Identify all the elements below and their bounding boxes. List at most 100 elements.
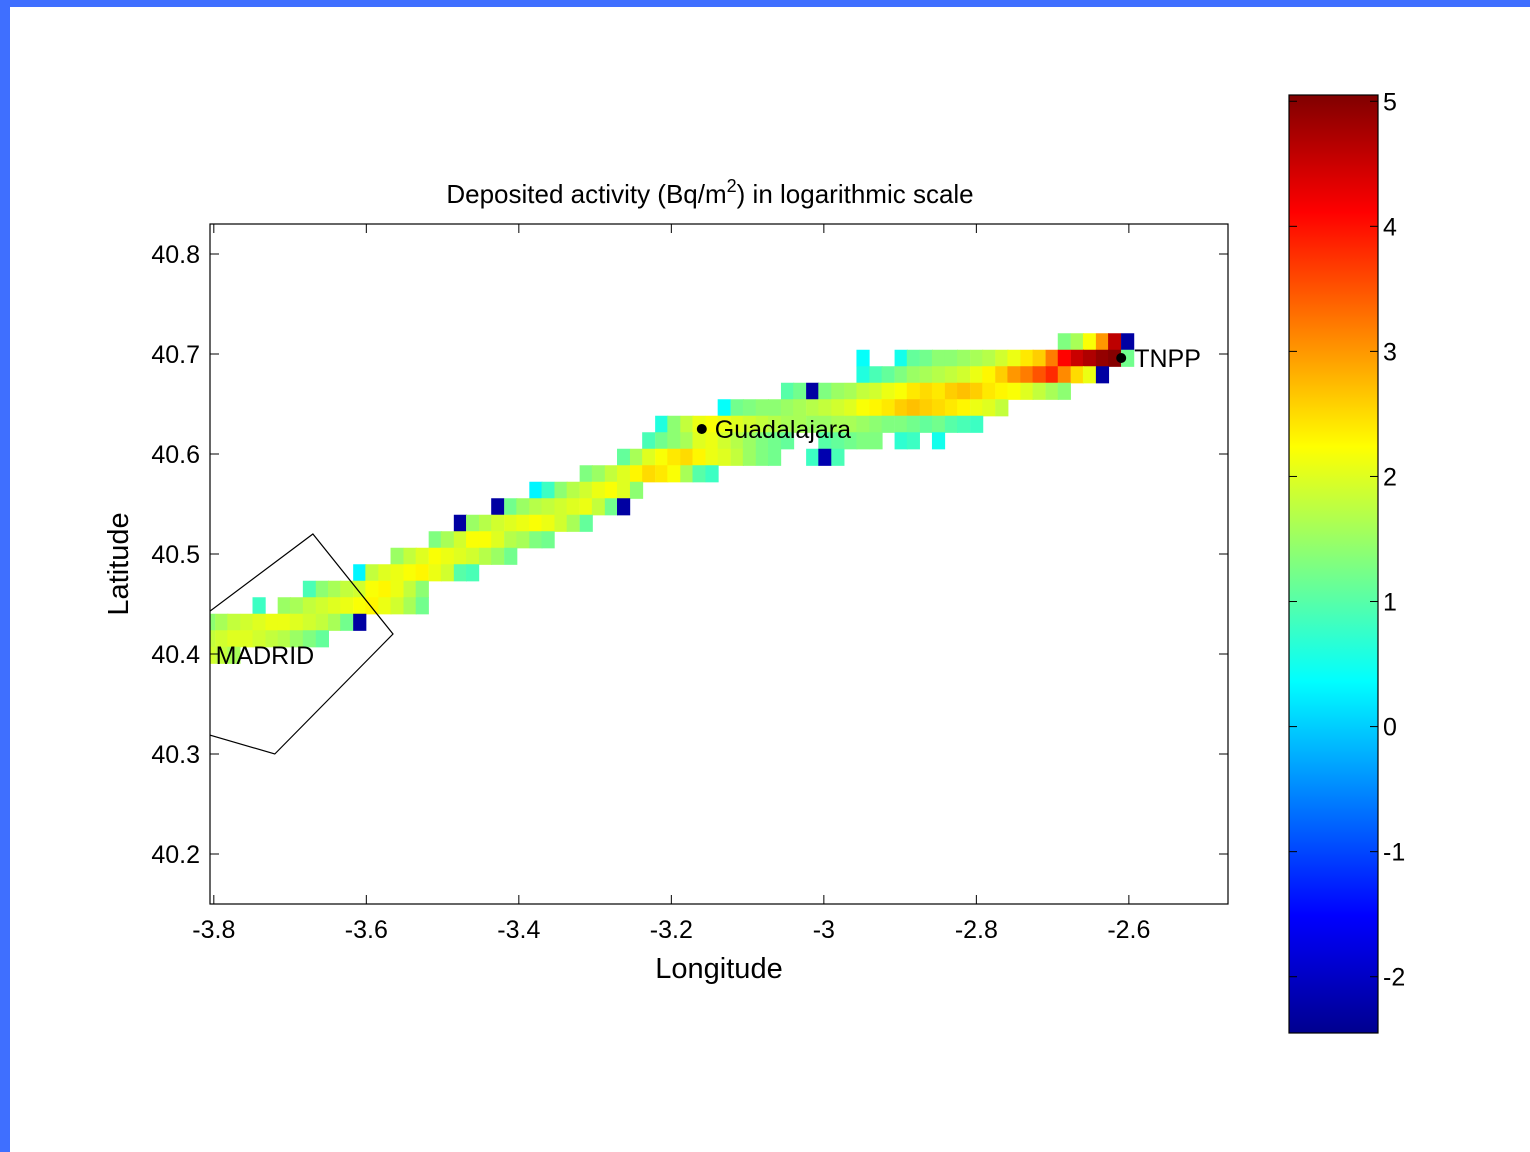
heatmap-cell: [1070, 366, 1084, 384]
heatmap-cell: [302, 597, 317, 615]
heatmap-cell: [919, 366, 933, 384]
heatmap-cell: [1095, 349, 1110, 367]
heatmap-cell: [516, 514, 530, 532]
heatmap-cell: [1070, 333, 1084, 351]
heatmap-cell: [680, 415, 694, 433]
heatmap-cell: [881, 399, 895, 417]
heatmap-cell: [944, 399, 959, 417]
heatmap-cell: [1070, 349, 1084, 367]
heatmap-cell: [240, 613, 254, 631]
heatmap-cell: [881, 382, 895, 400]
x-tick-label: -3.8: [192, 916, 235, 944]
heatmap-cell: [957, 382, 971, 400]
heatmap-cell: [995, 366, 1009, 384]
heatmap-cell: [844, 432, 858, 450]
heatmap-cell: [692, 448, 706, 466]
figure-canvas: Deposited activity (Bq/m2) in logarithmi…: [103, 88, 1405, 1034]
map-overlay: TNPP Guadalajara MADRID: [210, 345, 1201, 755]
title-main: Deposited activity (Bq/m: [446, 179, 726, 209]
y-tick-label: 40.3: [151, 741, 200, 769]
heatmap-cell: [289, 613, 304, 631]
heatmap-cell: [655, 415, 669, 433]
heatmap-cell: [906, 415, 920, 433]
heatmap-cell: [995, 399, 1009, 417]
heatmap-cell: [856, 366, 870, 384]
heatmap-cell: [906, 349, 920, 367]
heatmap-cell: [970, 415, 984, 433]
heatmap-cell: [541, 481, 555, 499]
heatmap-cell: [970, 399, 984, 417]
heatmap-cell: [227, 613, 241, 631]
heatmap-cell: [353, 580, 367, 598]
heatmap-cell: [818, 399, 832, 417]
heatmap-cell: [466, 514, 480, 532]
heatmap-cell: [403, 564, 417, 582]
axes-frame: [209, 223, 1229, 905]
heatmap-cell: [919, 415, 933, 433]
heatmap-cell: [415, 597, 429, 615]
heatmap-cell: [806, 399, 820, 417]
heatmap-cell: [730, 448, 744, 466]
heatmap-cell: [328, 613, 342, 631]
heatmap-cell: [931, 432, 946, 450]
heatmap-cell: [831, 382, 845, 400]
heatmap-cell: [215, 613, 229, 631]
heatmap-cell: [529, 498, 543, 516]
colorbar-tick-label: 1: [1383, 589, 1397, 617]
heatmap-cell: [717, 432, 731, 450]
heatmap-cell: [315, 630, 329, 648]
colorbar-tick-label: -1: [1383, 839, 1405, 867]
heatmap-cell: [1032, 349, 1046, 367]
heatmap-cell: [780, 432, 795, 450]
x-tick-label: -3.6: [345, 916, 388, 944]
heatmap-cell: [655, 448, 669, 466]
heatmap-cell: [604, 498, 618, 516]
heatmap-cells: [210, 333, 1135, 664]
heatmap-cell: [428, 531, 442, 549]
heatmap-cell: [869, 382, 883, 400]
y-tick-label: 40.7: [151, 341, 200, 369]
heatmap-cell: [629, 448, 644, 466]
heatmap-cell: [466, 564, 480, 582]
heatmap-cell: [390, 580, 404, 598]
heatmap-cell: [491, 498, 505, 516]
heatmap-cell: [730, 399, 744, 417]
colorbar-tick-label: 2: [1383, 463, 1397, 491]
heatmap-cell: [390, 564, 404, 582]
heatmap-cell: [516, 498, 530, 516]
heatmap-cell: [1045, 382, 1059, 400]
heatmap-cell: [365, 580, 379, 598]
heatmap-cell: [831, 448, 845, 466]
heatmap-cell: [995, 382, 1009, 400]
heatmap-cell: [1121, 333, 1135, 351]
heatmap-cell: [210, 646, 216, 664]
chart-title: Deposited activity (Bq/m2) in logarithmi…: [446, 176, 973, 209]
heatmap-cell: [894, 399, 908, 417]
heatmap-cell: [227, 646, 241, 664]
heatmap-cell: [906, 399, 920, 417]
heatmap-cell: [302, 580, 317, 598]
heatmap-cell: [415, 580, 429, 598]
location-label: Guadalajara: [715, 416, 851, 444]
heatmap-cell: [755, 448, 769, 466]
heatmap-cell: [403, 580, 417, 598]
heatmap-cell: [340, 580, 354, 598]
heatmap-cell: [289, 597, 304, 615]
heatmap-cell: [944, 349, 959, 367]
heatmap-cell: [730, 415, 744, 433]
heatmap-cell: [1020, 382, 1034, 400]
colorbar-tick-label: 3: [1383, 338, 1397, 366]
heatmap-cell: [957, 366, 971, 384]
heatmap-cell: [655, 465, 669, 483]
heatmap-cell: [315, 580, 329, 598]
heatmap-cell: [806, 448, 820, 466]
heatmap-cell: [504, 547, 518, 565]
heatmap-cell: [491, 547, 505, 565]
heatmap-cell: [742, 399, 757, 417]
heatmap-cell: [504, 531, 518, 549]
heatmap-cell: [957, 349, 971, 367]
heatmap-cell: [667, 465, 681, 483]
heatmap-cell: [717, 415, 731, 433]
heatmap-cell: [717, 399, 731, 417]
heatmap-cell: [755, 432, 769, 450]
